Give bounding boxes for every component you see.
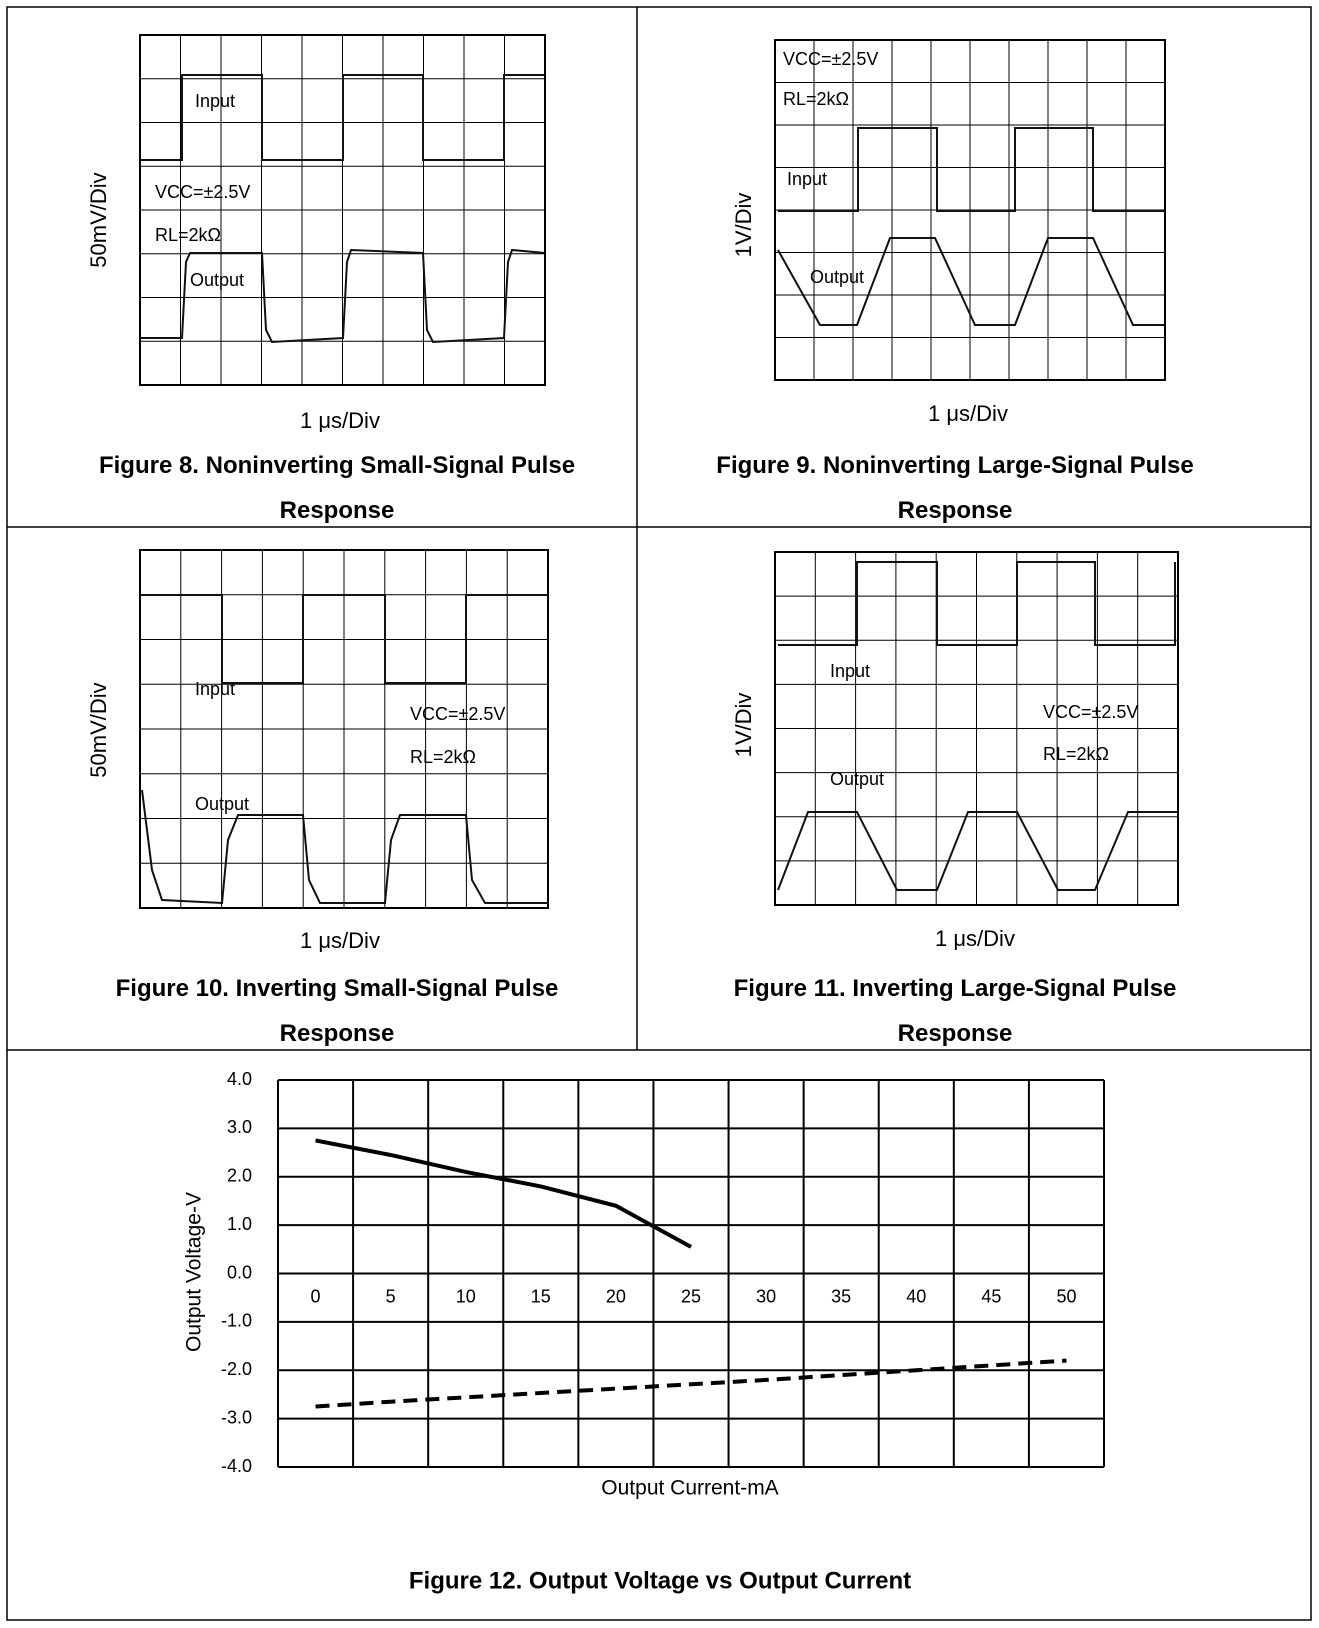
scope-trace bbox=[778, 812, 1178, 890]
scope-annotation: Input bbox=[195, 91, 235, 111]
scope-annotation: Output bbox=[830, 769, 884, 789]
figure-caption: Figure 10. Inverting Small-Signal Pulse … bbox=[57, 966, 617, 1056]
x-tick-label: 45 bbox=[981, 1286, 1001, 1306]
y-tick-label: 3.0 bbox=[227, 1117, 252, 1137]
y-tick-label: 4.0 bbox=[227, 1069, 252, 1089]
y-tick-label: -4.0 bbox=[221, 1456, 252, 1476]
x-axis-label: Output Current-mA bbox=[601, 1477, 778, 1500]
x-tick-label: 50 bbox=[1056, 1286, 1076, 1306]
y-axis-label: 1V/Div bbox=[731, 693, 756, 758]
x-tick-label: 35 bbox=[831, 1286, 851, 1306]
scope-annotation: RL=2kΩ bbox=[783, 89, 849, 109]
x-tick-label: 40 bbox=[906, 1286, 926, 1306]
scope-annotation: Output bbox=[195, 794, 249, 814]
x-axis-label: 1 μs/Div bbox=[928, 401, 1008, 426]
x-tick-label: 10 bbox=[456, 1286, 476, 1306]
scope-trace bbox=[778, 128, 1165, 211]
y-tick-label: 2.0 bbox=[227, 1166, 252, 1186]
scope-annotation: Output bbox=[190, 270, 244, 290]
y-axis-label: 50mV/Div bbox=[86, 682, 111, 777]
x-tick-label: 25 bbox=[681, 1286, 701, 1306]
scope-annotation: Output bbox=[810, 267, 864, 287]
y-axis-label: 1V/Div bbox=[731, 193, 756, 258]
figure-caption: Figure 9. Noninverting Large-Signal Puls… bbox=[675, 443, 1235, 533]
y-tick-label: 0.0 bbox=[227, 1262, 252, 1282]
y-axis-label: 50mV/Div bbox=[86, 172, 111, 267]
figure-caption: Figure 8. Noninverting Small-Signal Puls… bbox=[57, 443, 617, 533]
y-tick-label: 1.0 bbox=[227, 1214, 252, 1234]
scope-annotation: Input bbox=[787, 169, 827, 189]
x-axis-label: 1 μs/Div bbox=[300, 928, 380, 953]
scope-annotation: RL=2kΩ bbox=[410, 747, 476, 767]
scope-trace bbox=[140, 75, 545, 160]
scope-annotation: VCC=±2.5V bbox=[783, 49, 878, 69]
x-axis-label: 1 μs/Div bbox=[935, 926, 1015, 951]
y-tick-label: -1.0 bbox=[221, 1311, 252, 1331]
x-tick-label: 20 bbox=[606, 1286, 626, 1306]
y-axis-label: Output Voltage-V bbox=[183, 1192, 206, 1352]
y-tick-label: -2.0 bbox=[221, 1359, 252, 1379]
x-axis-label: 1 μs/Div bbox=[300, 408, 380, 433]
x-tick-label: 0 bbox=[311, 1286, 321, 1306]
page-drawing: Input VCC=±2.5V RL=2kΩ Output 50mV/Div 1 μs/D… bbox=[0, 0, 1319, 1628]
figure-caption: Figure 11. Inverting Large-Signal Pulse … bbox=[675, 966, 1235, 1056]
figure-caption: Figure 12. Output Voltage vs Output Curr… bbox=[409, 1567, 911, 1594]
x-tick-label: 15 bbox=[531, 1286, 551, 1306]
x-tick-label: 5 bbox=[386, 1286, 396, 1306]
scope-annotation: VCC=±2.5V bbox=[155, 182, 250, 202]
scope-annotation: Input bbox=[195, 679, 235, 699]
scope-annotation: VCC=±2.5V bbox=[1043, 702, 1138, 722]
scope-annotation: VCC=±2.5V bbox=[410, 704, 505, 724]
scope-annotation: RL=2kΩ bbox=[155, 225, 221, 245]
scope-annotation: RL=2kΩ bbox=[1043, 744, 1109, 764]
x-tick-label: 30 bbox=[756, 1286, 776, 1306]
y-tick-label: -3.0 bbox=[221, 1407, 252, 1427]
page: Input VCC=±2.5V RL=2kΩ Output 50mV/Div 1 μs/D… bbox=[0, 0, 1319, 1628]
scope-annotation: Input bbox=[830, 661, 870, 681]
